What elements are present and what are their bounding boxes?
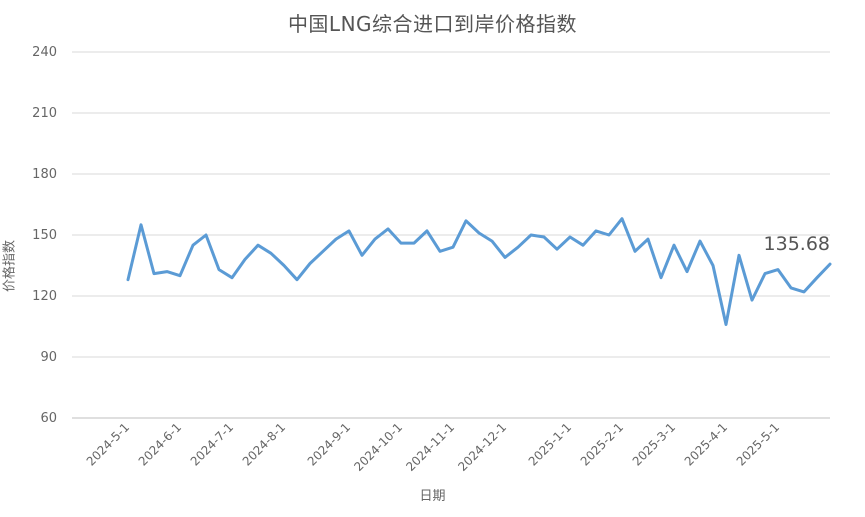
y-tick-label: 240 (32, 45, 57, 60)
y-tick-label: 120 (32, 289, 57, 304)
x-tick-label: 2025-2-1 (578, 420, 626, 468)
y-tick-label: 180 (32, 167, 57, 182)
y-tick-label: 150 (32, 228, 57, 243)
annotations: 135.68 (764, 233, 830, 255)
x-tick-label: 2024-8-1 (240, 420, 288, 468)
data-points (127, 217, 832, 326)
y-tick-label: 60 (40, 411, 57, 426)
x-tick-label: 2024-5-1 (84, 420, 132, 468)
x-tick-label: 2024-6-1 (136, 420, 184, 468)
y-tick-labels: 60 90 120 150 180 210 240 (32, 45, 57, 426)
grid-lines (72, 51, 830, 419)
y-tick-label: 210 (32, 106, 57, 121)
x-tick-label: 2025-1-1 (526, 420, 574, 468)
data-label: 135.68 (764, 233, 830, 255)
x-tick-label: 2025-3-1 (630, 420, 678, 468)
x-tick-label: 2024-7-1 (188, 420, 236, 468)
series-line (126, 217, 832, 326)
x-tick-label: 2025-5-1 (734, 420, 782, 468)
series-line-group (126, 217, 832, 326)
x-tick-label: 2025-4-1 (682, 420, 730, 468)
chart-title: 中国LNG综合进口到岸价格指数 (287, 12, 578, 36)
x-tick-label: 2024-11-1 (403, 420, 457, 474)
x-axis-label: 日期 (419, 489, 446, 504)
x-tick-label: 2024-9-1 (305, 420, 353, 468)
y-tick-label: 90 (40, 350, 57, 365)
x-tick-labels: 2024-5-1 2024-6-1 2024-7-1 2024-8-1 2024-9-1… (84, 420, 782, 474)
x-tick-label: 2024-10-1 (351, 420, 405, 474)
x-tick-label: 2024-12-1 (455, 420, 509, 474)
